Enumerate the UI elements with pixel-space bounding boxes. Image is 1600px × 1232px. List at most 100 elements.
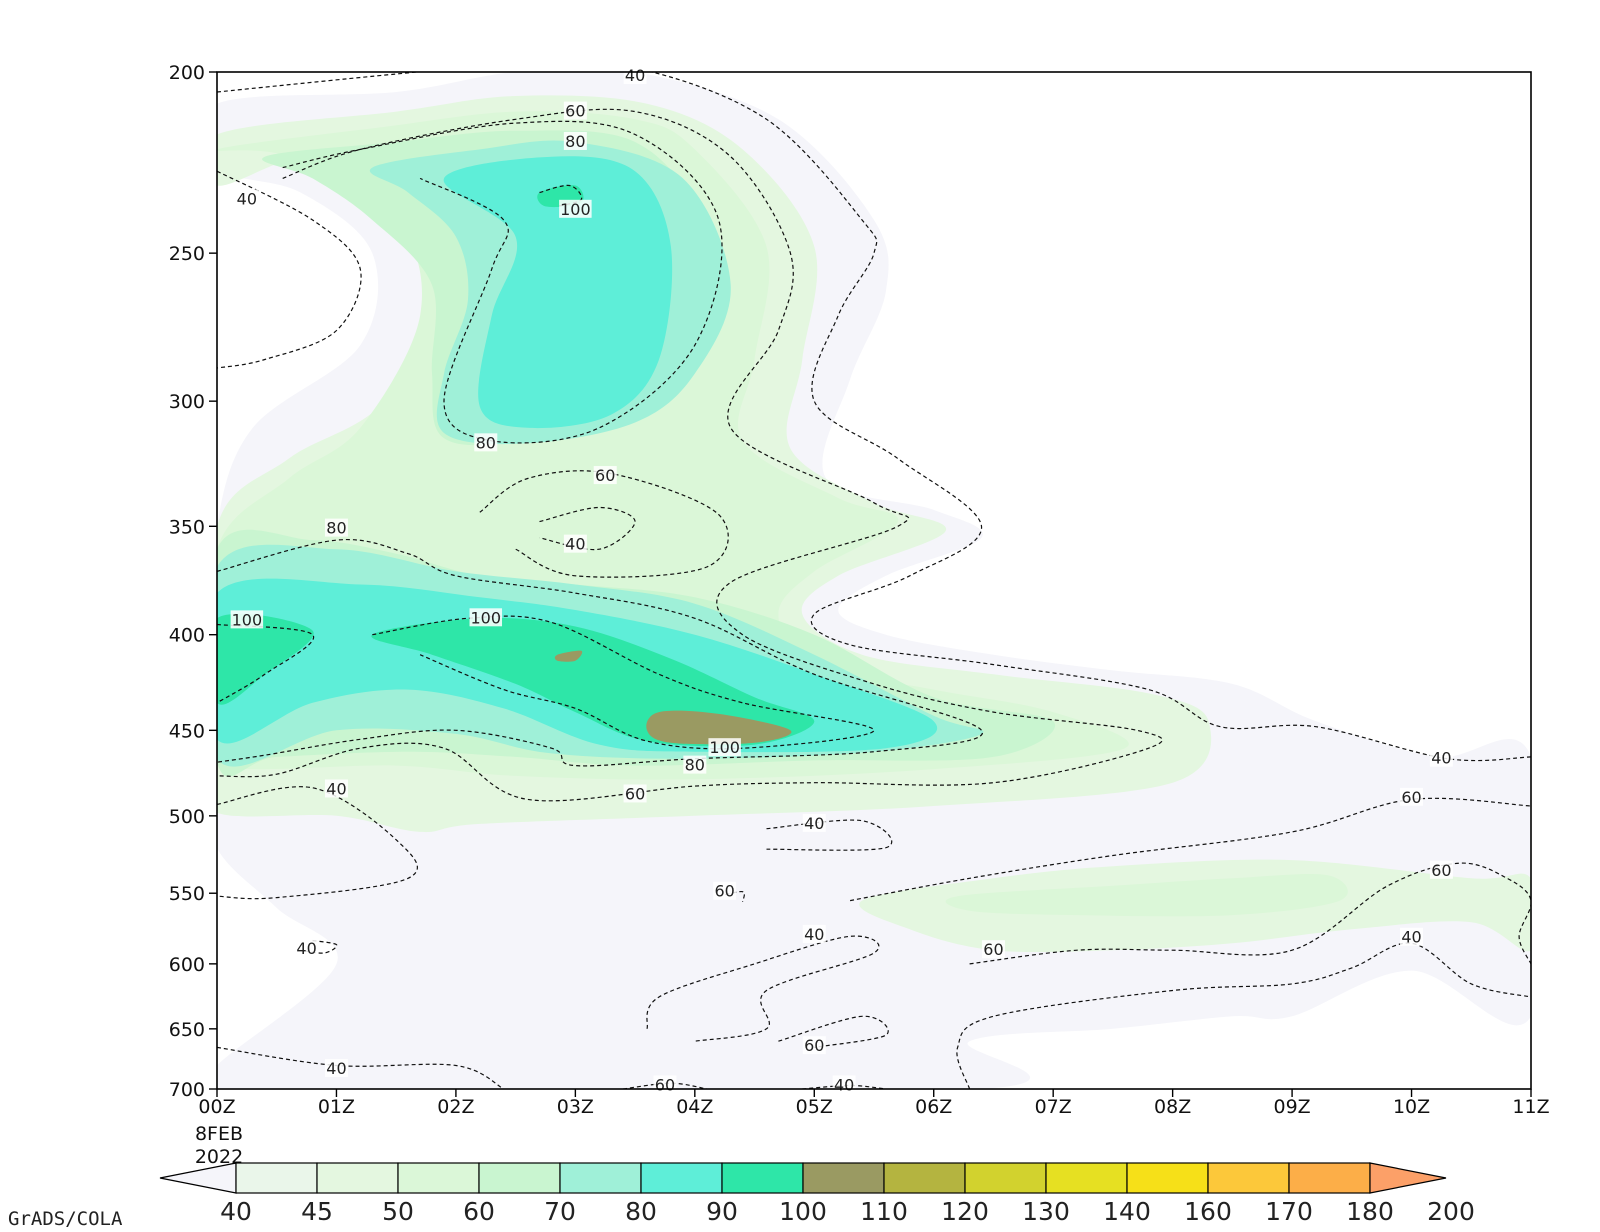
contour-label: 40 bbox=[625, 66, 645, 85]
contour-label-bg bbox=[295, 938, 319, 957]
contour-label: 40 bbox=[1401, 928, 1421, 947]
x-tick-label: 06Z bbox=[915, 1096, 952, 1118]
contour-label: 100 bbox=[232, 610, 263, 629]
colorbar-label: 100 bbox=[779, 1197, 827, 1226]
contour-line-40 bbox=[217, 1046, 504, 1089]
colorbar-label: 120 bbox=[941, 1197, 989, 1226]
y-tick-label: 250 bbox=[169, 243, 205, 265]
contour-line-40 bbox=[217, 72, 1531, 762]
y-tick-label: 200 bbox=[169, 62, 205, 84]
credit-label: GrADS/COLA bbox=[8, 1208, 123, 1230]
contour-label: 80 bbox=[476, 433, 496, 452]
colorbar-label: 40 bbox=[220, 1197, 252, 1226]
filled-region-110 bbox=[554, 650, 583, 662]
contour-label: 60 bbox=[1431, 861, 1451, 880]
x-tick-label: 11Z bbox=[1512, 1096, 1549, 1118]
contour-label: 40 bbox=[804, 925, 824, 944]
colorbar-label: 90 bbox=[706, 1197, 738, 1226]
x-tick-label: 03Z bbox=[557, 1096, 594, 1118]
filled-region-110 bbox=[646, 710, 792, 745]
contour-label-bg bbox=[708, 738, 741, 757]
y-tick-label: 600 bbox=[169, 954, 205, 976]
contour-line-80 bbox=[282, 120, 723, 444]
contour-label: 60 bbox=[983, 940, 1003, 959]
contour-label: 40 bbox=[326, 1059, 346, 1078]
filled-region-60 bbox=[945, 873, 1348, 917]
colorbar-swatch bbox=[964, 1162, 1047, 1194]
contour-label-bg bbox=[474, 433, 498, 452]
colorbar-label: 60 bbox=[463, 1197, 495, 1226]
contour-label-bg bbox=[563, 131, 587, 150]
contour-label-bg bbox=[1400, 787, 1424, 806]
contour-label: 80 bbox=[326, 519, 346, 538]
contour-line-60 bbox=[479, 470, 729, 578]
contour-label-bg bbox=[802, 1036, 826, 1055]
x-tick-label: 10Z bbox=[1393, 1096, 1430, 1118]
colorbar-swatch bbox=[1126, 1162, 1209, 1194]
x-axis-date-year: 2022 bbox=[195, 1146, 243, 1168]
contour-label-bg bbox=[981, 940, 1005, 959]
colorbar-swatch bbox=[1288, 1162, 1371, 1194]
y-tick-label: 650 bbox=[169, 1019, 205, 1041]
contour-line-40 bbox=[217, 170, 362, 369]
contour-label-bg bbox=[683, 755, 707, 774]
filled-region-90 bbox=[443, 156, 673, 429]
x-tick-label: 00Z bbox=[198, 1096, 235, 1118]
contour-label-bg bbox=[623, 66, 647, 85]
contour-label: 100 bbox=[709, 738, 740, 757]
contour-line-40 bbox=[956, 942, 1531, 1089]
contour-line-40 bbox=[539, 506, 636, 551]
contour-label: 60 bbox=[1401, 788, 1421, 807]
contour-label: 60 bbox=[625, 784, 645, 803]
contour-label: 100 bbox=[470, 608, 501, 627]
contour-label-bg bbox=[230, 610, 264, 629]
contour-line-100 bbox=[539, 184, 583, 207]
colorbar-label: 110 bbox=[860, 1197, 908, 1226]
contour-label-bg bbox=[593, 466, 617, 485]
x-tick-label: 02Z bbox=[437, 1096, 474, 1118]
contour-label-bg bbox=[802, 813, 826, 832]
contour-label: 60 bbox=[715, 882, 735, 901]
colorbar-label: 130 bbox=[1022, 1197, 1070, 1226]
colorbar-label: 45 bbox=[301, 1197, 333, 1226]
colorbar-swatch bbox=[235, 1162, 318, 1194]
contour-line-60 bbox=[778, 1015, 889, 1048]
contour-label: 100 bbox=[560, 200, 591, 219]
y-tick-label: 350 bbox=[169, 516, 205, 538]
colorbar-extend-high bbox=[1369, 1162, 1447, 1194]
contour-label-bg bbox=[623, 784, 647, 803]
contour-label: 80 bbox=[565, 132, 585, 151]
contour-line-40 bbox=[217, 786, 418, 900]
plot-frame bbox=[216, 71, 1532, 1090]
colorbar: 40 45 50 60 70 80 90 100 110 120 130 140 160 170 180 20… bbox=[159, 1162, 1475, 1226]
y-tick-label: 450 bbox=[169, 720, 205, 742]
colorbar-swatch bbox=[1045, 1162, 1128, 1194]
contour-label-bg bbox=[713, 881, 737, 900]
contour-label: 60 bbox=[804, 1036, 824, 1055]
contour-label-bg bbox=[1429, 748, 1453, 767]
colorbar-label: 80 bbox=[625, 1197, 657, 1226]
colorbar-swatch bbox=[478, 1162, 561, 1194]
contour-label: 40 bbox=[834, 1076, 854, 1095]
colorbar-label: 160 bbox=[1184, 1197, 1232, 1226]
x-tick-label: 08Z bbox=[1154, 1096, 1191, 1118]
contour-label-bg bbox=[563, 534, 587, 553]
contour-label: 40 bbox=[565, 535, 585, 554]
y-tick-label: 300 bbox=[169, 391, 205, 413]
contour-label-bg bbox=[469, 608, 503, 627]
contour-label: 40 bbox=[326, 779, 346, 798]
colorbar-swatch bbox=[883, 1162, 966, 1194]
contour-label-bg bbox=[324, 1059, 348, 1078]
contour-line-layer bbox=[217, 72, 1531, 1089]
x-tick-label: 07Z bbox=[1035, 1096, 1072, 1118]
contour-label-bg bbox=[1429, 860, 1453, 879]
contour-label: 80 bbox=[685, 756, 705, 775]
contour-label: 40 bbox=[804, 814, 824, 833]
contour-line-60 bbox=[849, 797, 1531, 902]
x-axis: 00Z 01Z 02Z 03Z 04Z 05Z 06Z 07Z 08Z 09Z 10Z 11Z bbox=[198, 1089, 1550, 1118]
y-tick-label: 500 bbox=[169, 806, 205, 828]
contour-label-bg bbox=[235, 189, 259, 208]
contour-label-bg bbox=[324, 518, 348, 537]
contour-line-40 bbox=[766, 819, 893, 851]
